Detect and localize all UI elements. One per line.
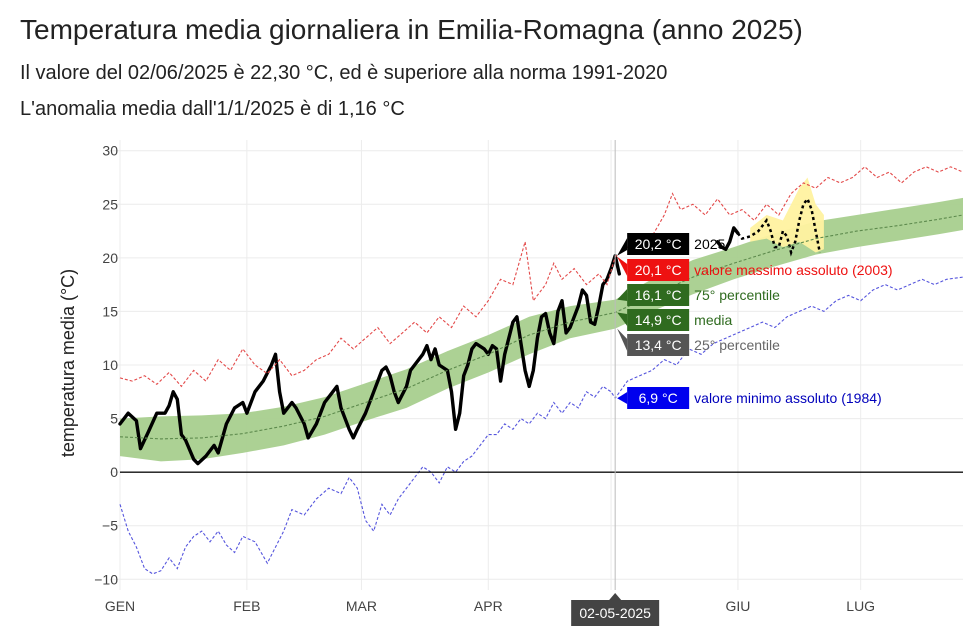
hover-value-box — [627, 387, 690, 409]
hover-series-name: 25° percentile — [694, 337, 780, 353]
y-tick-label: 20 — [102, 250, 118, 266]
x-tick-label: MAR — [346, 598, 377, 614]
series-line — [119, 214, 964, 440]
y-tick-label: −10 — [94, 571, 118, 587]
chart-title: Temperatura media giornaliera in Emilia-… — [20, 14, 803, 45]
chart-subtitle-anomaly: L'anomalia media dall'1/1/2025 è di 1,16… — [20, 98, 405, 120]
x-tick-label: LUG — [846, 598, 875, 614]
hover-series-name: 75° percentile — [694, 287, 780, 303]
hover-date-pointer — [609, 593, 622, 600]
hover-label-pointer — [617, 238, 628, 256]
hover-label-pointer — [617, 289, 628, 301]
x-tick-label: GIU — [725, 598, 750, 614]
series-lines — [118, 166, 964, 575]
band-area — [750, 177, 824, 253]
hover-tooltip: 02-05-2025 20,2 °C 2025 20,1 °C valore massi… — [571, 140, 893, 626]
series-line — [119, 166, 964, 388]
hover-value-box — [627, 309, 690, 331]
hover-value-label: 14,9 °C — [635, 312, 682, 328]
hover-value-label: 20,2 °C — [635, 236, 682, 252]
hover-label-pointer — [617, 392, 628, 404]
x-tick-label: APR — [474, 598, 503, 614]
series-line — [118, 254, 621, 466]
y-tick-label: 15 — [102, 303, 118, 319]
series-line — [715, 226, 740, 251]
x-tick-label: FEB — [233, 598, 260, 614]
hover-value-label: 16,1 °C — [635, 287, 682, 303]
y-tick-label: 5 — [110, 411, 118, 427]
y-tick-label: −5 — [102, 518, 118, 534]
hover-label-pointer — [617, 328, 628, 351]
hover-value-label: 20,1 °C — [635, 262, 682, 278]
y-tick-label: 30 — [102, 143, 118, 159]
axes: −10−5051015202530GENFEBMARAPRMAGGIULUGte… — [58, 143, 963, 614]
hover-series-name: valore massimo assoluto (2003) — [694, 262, 892, 278]
grid — [110, 140, 963, 590]
hover-label-pointer — [617, 256, 628, 276]
hover-value-box — [627, 284, 690, 306]
y-tick-label: 25 — [102, 196, 118, 212]
hover-date-label: 02-05-2025 — [579, 605, 651, 621]
hover-series-name: 2025 — [694, 236, 725, 252]
series-line — [119, 276, 964, 575]
hover-value-label: 6,9 °C — [639, 390, 678, 406]
y-tick-label: 0 — [110, 464, 118, 480]
chart-subtitle-current-value: Il valore del 02/06/2025 è 22,30 °C, ed … — [20, 62, 668, 84]
hover-date-box — [571, 600, 660, 626]
y-axis-label: temperatura media (°C) — [58, 269, 78, 457]
hover-value-box — [627, 259, 690, 281]
hover-value-box — [627, 334, 690, 356]
hover-value-box — [627, 233, 690, 255]
hover-series-name: valore minimo assoluto (1984) — [694, 390, 882, 406]
x-tick-label: GEN — [105, 598, 135, 614]
hover-label-pointer — [617, 312, 628, 326]
hover-value-label: 13,4 °C — [635, 337, 682, 353]
y-tick-label: 10 — [102, 357, 118, 373]
hover-series-name: media — [694, 312, 732, 328]
series-line — [736, 196, 822, 257]
